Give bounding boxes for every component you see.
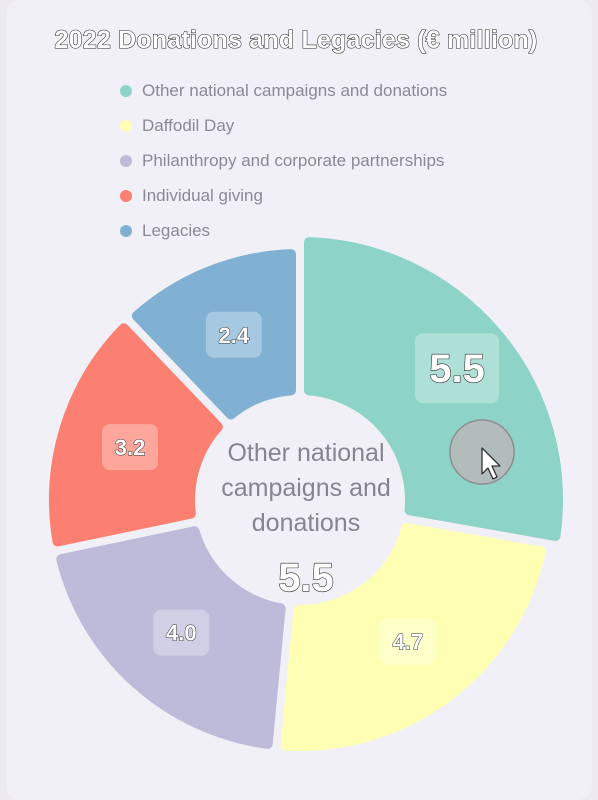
legend: Other national campaigns and donations D…	[120, 73, 447, 248]
legend-item-individual-giving[interactable]: Individual giving	[120, 178, 447, 213]
chart-title: 2022 Donations and Legacies (€ million)	[54, 25, 538, 54]
chart-card: 2022 Donations and Legacies (€ million) …	[6, 0, 592, 800]
donut-chart: 5.5 4.7 4.0 3.2 2.4	[49, 237, 563, 751]
donut-slice[interactable]	[49, 323, 223, 547]
legend-swatch	[120, 189, 132, 202]
legend-item-legacies[interactable]: Legacies	[120, 213, 447, 248]
legend-swatch	[120, 119, 132, 132]
donut-slice[interactable]	[131, 249, 297, 420]
value-label-box	[102, 424, 159, 471]
legend-swatch	[120, 224, 132, 237]
legend-label: Legacies	[142, 220, 211, 240]
center-category-label: Other national campaigns and donations	[221, 439, 391, 537]
donut-slice[interactable]	[280, 522, 546, 751]
mouse-pointer-icon	[481, 447, 501, 480]
value-label: 5.5	[429, 347, 485, 391]
center-value: 5.5	[278, 555, 335, 600]
legend-item-philanthropy[interactable]: Philanthropy and corporate partnerships	[120, 143, 447, 178]
legend-item-daffodil-day[interactable]: Daffodil Day	[120, 108, 447, 143]
value-label-box	[379, 618, 436, 665]
legend-label: Individual giving	[142, 185, 263, 205]
legend-item-other-campaigns[interactable]: Other national campaigns and donations	[120, 73, 447, 108]
legend-label: Daffodil Day	[142, 115, 235, 135]
donut-slice[interactable]	[56, 526, 286, 749]
legend-label: Philanthropy and corporate partnerships	[142, 150, 445, 170]
legend-label: Other national campaigns and donations	[142, 80, 448, 100]
value-label-box	[205, 311, 262, 358]
value-label: 2.4	[219, 323, 250, 348]
value-label-box	[415, 333, 500, 404]
value-label: 3.2	[115, 435, 146, 460]
value-label: 4.0	[166, 621, 197, 646]
legend-swatch	[120, 154, 132, 167]
legend-swatch	[120, 84, 132, 97]
value-label-box	[153, 609, 210, 656]
value-label: 4.7	[393, 630, 424, 655]
